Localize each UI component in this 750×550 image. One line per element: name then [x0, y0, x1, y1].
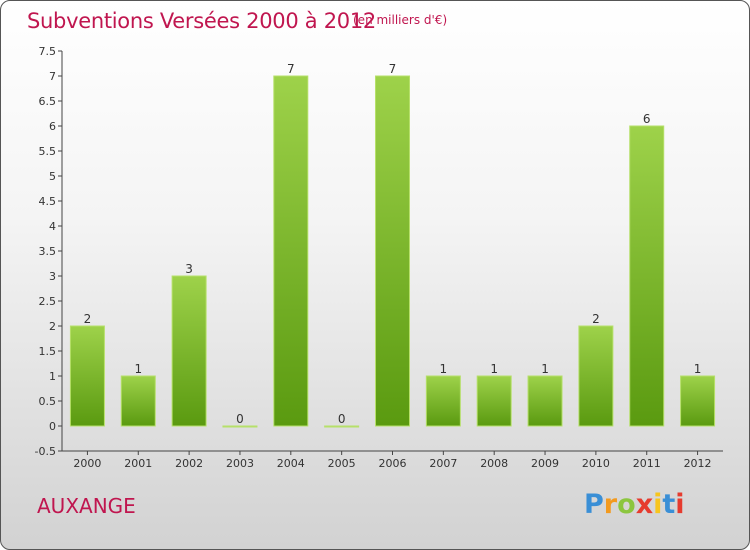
y-tick-label: 7 — [49, 70, 56, 83]
y-tick-label: 6 — [49, 120, 56, 133]
x-tick-label: 2007 — [429, 457, 457, 470]
y-tick-label: 3 — [49, 270, 56, 283]
y-tick-label: 1 — [49, 370, 56, 383]
logo-letter: o — [617, 489, 636, 520]
y-tick-label: 5.5 — [39, 145, 57, 158]
chart-title: Subventions Versées 2000 à 2012 — [27, 9, 376, 33]
bar-2011 — [629, 125, 665, 427]
y-tick-label: 5 — [49, 170, 56, 183]
bar-2006 — [375, 75, 410, 427]
x-tick-label: 2001 — [124, 457, 152, 470]
x-tick-label: 2008 — [480, 457, 508, 470]
bar-2001 — [120, 375, 156, 427]
x-tick-label: 2012 — [684, 457, 712, 470]
data-label: 1 — [440, 362, 448, 376]
data-label: 6 — [643, 112, 651, 126]
data-label: 1 — [694, 362, 702, 376]
bar-2000 — [69, 325, 105, 427]
proxiti-logo: Proxiti — [584, 489, 685, 520]
x-tick-label: 2004 — [277, 457, 305, 470]
chart-subtitle: (en milliers d'€) — [353, 13, 448, 27]
x-tick-label: 2009 — [531, 457, 559, 470]
x-tick-label: 2011 — [633, 457, 661, 470]
y-tick-label: 7.5 — [39, 45, 57, 58]
data-label: 2 — [84, 312, 92, 326]
data-label: 0 — [236, 412, 244, 426]
y-tick-label: -0.5 — [35, 445, 56, 458]
data-label: 1 — [134, 362, 142, 376]
data-label: 1 — [490, 362, 498, 376]
logo-letter: r — [603, 489, 618, 520]
logo-letter: i — [653, 489, 663, 520]
logo-letter: i — [675, 489, 685, 520]
data-label: 3 — [185, 262, 193, 276]
bar-2009 — [527, 375, 563, 427]
y-tick-label: 2.5 — [39, 295, 57, 308]
bar-2012 — [680, 375, 716, 427]
x-tick-label: 2005 — [328, 457, 356, 470]
y-tick-label: 0 — [49, 420, 56, 433]
x-tick-label: 2003 — [226, 457, 254, 470]
x-tick-label: 2010 — [582, 457, 610, 470]
logo-letter: x — [635, 489, 654, 520]
bar-2008 — [476, 375, 512, 427]
data-label: 0 — [338, 412, 346, 426]
bar-2005 — [324, 425, 360, 428]
data-label: 2 — [592, 312, 600, 326]
y-tick-label: 2 — [49, 320, 56, 333]
x-tick-label: 2002 — [175, 457, 203, 470]
bar-2004 — [273, 75, 309, 427]
y-tick-label: 1.5 — [39, 345, 57, 358]
y-tick-label: 4.5 — [39, 195, 57, 208]
y-tick-label: 6.5 — [39, 95, 57, 108]
logo-letter: P — [584, 489, 604, 520]
bar-2003 — [222, 425, 258, 428]
y-tick-label: 0.5 — [39, 395, 57, 408]
bar-2002 — [171, 275, 207, 427]
x-tick-label: 2006 — [379, 457, 407, 470]
x-tick-label: 2000 — [73, 457, 101, 470]
bar-2007 — [425, 375, 461, 427]
logo-letter: t — [662, 489, 676, 520]
y-tick-label: 4 — [49, 220, 56, 233]
commune-name: AUXANGE — [37, 494, 136, 518]
data-label: 7 — [287, 62, 295, 76]
y-tick-label: 3.5 — [39, 245, 57, 258]
data-label: 7 — [389, 62, 397, 76]
data-label: 1 — [541, 362, 549, 376]
bar-2010 — [578, 325, 614, 427]
